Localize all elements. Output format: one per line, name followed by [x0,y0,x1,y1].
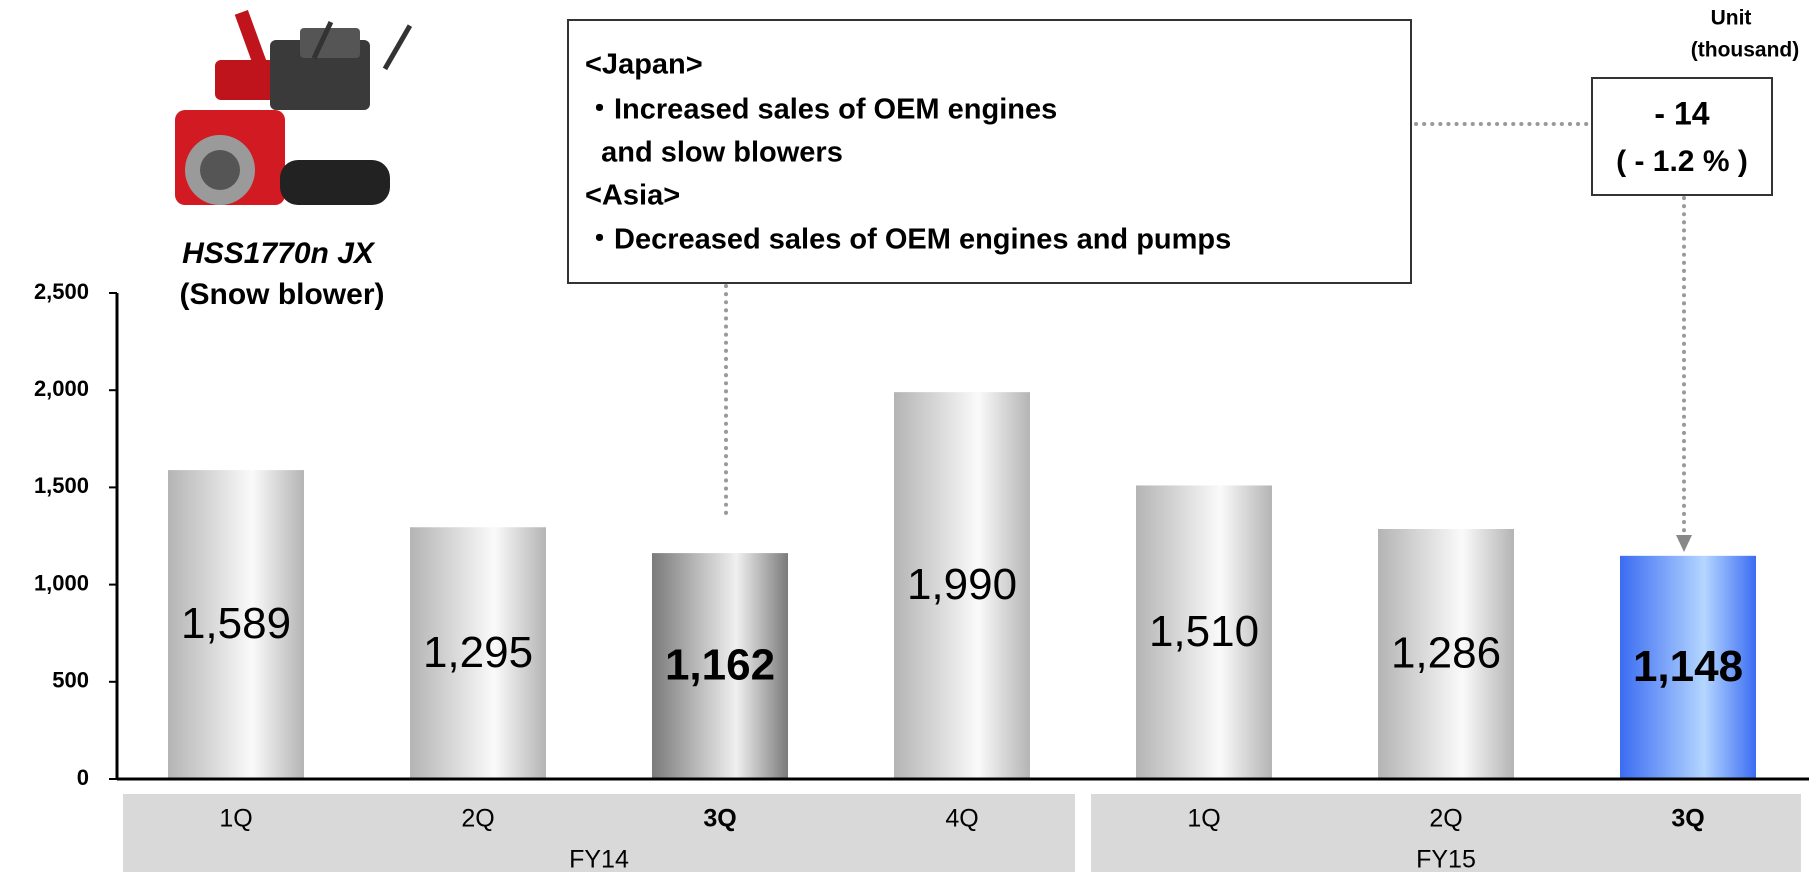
annotation-line: and slow blowers [585,137,843,169]
y-tick-label: 2,500 [34,279,89,304]
group-label: FY14 [569,846,629,874]
image-caption: HSS1770n JX [182,237,376,270]
x-tick-label: 3Q [1671,805,1704,833]
x-tick-label: 3Q [703,805,736,833]
arrow-head [1676,535,1692,552]
value-label: 1,286 [1391,629,1501,678]
x-tick-label: 4Q [945,805,978,833]
x-tick-label: 2Q [1429,805,1462,833]
value-label: 1,295 [423,628,533,677]
change-value: - 14 [1654,95,1709,131]
annotation-line: <Japan> [585,49,703,81]
image-caption: (Snow blower) [180,278,385,311]
value-label: 1,589 [181,599,291,648]
y-tick-label: 0 [77,765,89,790]
product-image [175,10,412,205]
y-tick-label: 2,000 [34,376,89,401]
x-tick-label: 2Q [461,805,494,833]
change-percent: ( - 1.2 % ) [1616,145,1748,178]
annotation-line: <Asia> [585,180,680,212]
annotation-line: ・Decreased sales of OEM engines and pump… [585,224,1231,256]
annotation-line: ・Increased sales of OEM engines [585,94,1057,126]
y-tick-label: 1,000 [34,570,89,595]
y-tick-label: 500 [52,668,89,693]
value-label: 1,148 [1633,642,1743,691]
chart: HSS1770n JX (Snow blower) Unit (thousand… [0,0,1809,874]
value-label: 1,510 [1149,607,1259,656]
x-tick-label: 1Q [1187,805,1220,833]
unit-label: (thousand) [1691,39,1799,62]
group-label: FY15 [1416,846,1476,874]
value-label: 1,162 [665,641,775,690]
x-tick-label: 1Q [219,805,252,833]
y-tick-label: 1,500 [34,473,89,498]
unit-label: Unit [1711,7,1752,30]
value-label: 1,990 [907,560,1017,609]
